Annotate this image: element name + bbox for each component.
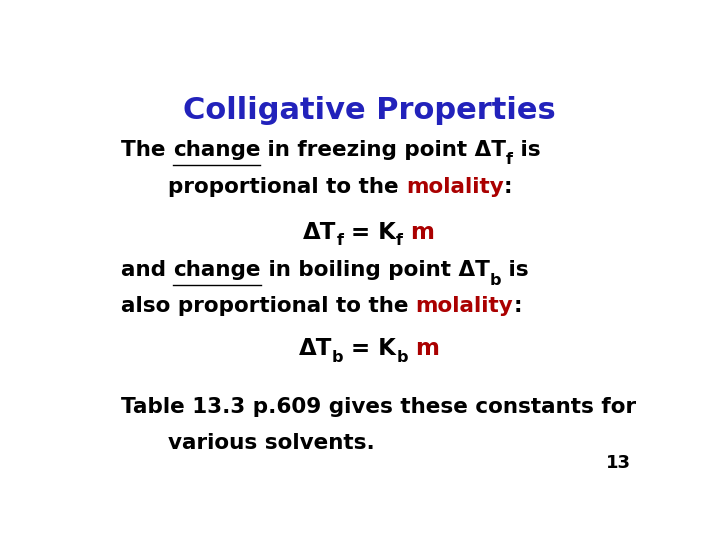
Text: change: change: [174, 260, 261, 280]
Text: in freezing point ΔT: in freezing point ΔT: [260, 140, 506, 160]
Text: :: :: [513, 295, 522, 315]
Text: = K: = K: [343, 221, 396, 244]
Text: m: m: [408, 337, 440, 360]
Text: f: f: [396, 233, 403, 248]
Text: b: b: [396, 349, 408, 364]
Text: Colligative Properties: Colligative Properties: [183, 96, 555, 125]
Text: is: is: [501, 260, 528, 280]
Text: f: f: [336, 233, 343, 248]
Text: :: :: [504, 177, 513, 197]
Text: 13: 13: [606, 454, 631, 472]
Text: change: change: [173, 140, 260, 160]
Text: in boiling point ΔT: in boiling point ΔT: [261, 260, 490, 280]
Text: f: f: [506, 152, 513, 167]
Text: molality: molality: [415, 295, 513, 315]
Text: various solvents.: various solvents.: [168, 433, 375, 453]
Text: ΔT: ΔT: [298, 337, 332, 360]
Text: Table 13.3 p.609 gives these constants for: Table 13.3 p.609 gives these constants f…: [121, 397, 636, 417]
Text: also proportional to the: also proportional to the: [121, 295, 415, 315]
Text: m: m: [403, 221, 435, 244]
Text: is: is: [513, 140, 541, 160]
Text: b: b: [332, 349, 343, 364]
Text: and: and: [121, 260, 174, 280]
Text: proportional to the: proportional to the: [168, 177, 406, 197]
Text: ΔT: ΔT: [303, 221, 336, 244]
Text: = K: = K: [343, 337, 396, 360]
Text: b: b: [490, 273, 501, 288]
Text: The: The: [121, 140, 173, 160]
Text: molality: molality: [406, 177, 504, 197]
